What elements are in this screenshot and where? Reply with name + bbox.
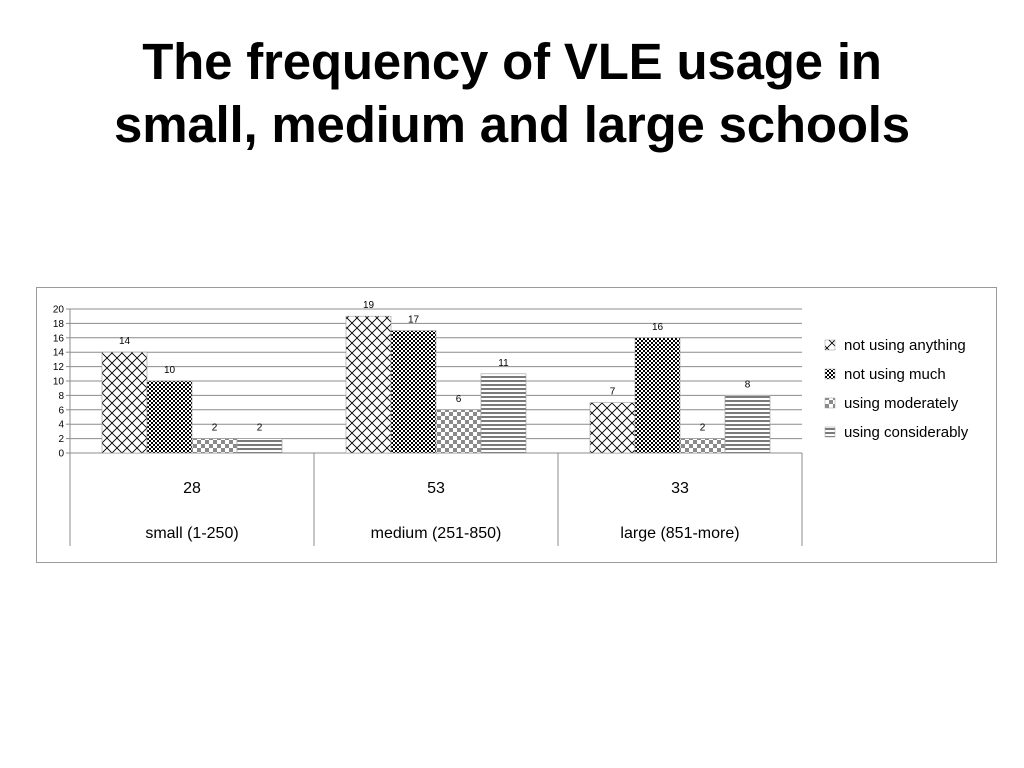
data-label: 2 bbox=[257, 423, 263, 434]
legend-swatch bbox=[824, 339, 836, 351]
category-count-label: 28 bbox=[183, 480, 201, 497]
chart-category-axis: 28 small (1-250) 53 medium (251-850) 33 large… bbox=[69, 453, 803, 546]
bar-not-using-much bbox=[146, 380, 193, 454]
category-count-label: 33 bbox=[671, 480, 689, 497]
data-label: 10 bbox=[164, 365, 176, 376]
y-tick-label: 18 bbox=[53, 319, 65, 330]
bar-not-using-anything bbox=[589, 402, 636, 454]
bar-not-using-much bbox=[390, 330, 437, 454]
bar-using-moderately bbox=[435, 409, 482, 454]
category-label: large (851-more) bbox=[620, 525, 739, 542]
data-label: 6 bbox=[456, 394, 462, 405]
chart-bars bbox=[101, 315, 771, 454]
bar-chart: 0 2 4 6 8 10 12 14 16 18 20 14 19 7 10 17 16 2 6 2 2 11 8 28 s… bbox=[53, 300, 969, 546]
y-tick-label: 10 bbox=[53, 377, 65, 388]
y-tick-label: 14 bbox=[53, 348, 65, 359]
legend-label: using moderately bbox=[844, 395, 959, 412]
chart-frame: 0 2 4 6 8 10 12 14 16 18 20 14 19 7 10 17 16 2 6 2 2 11 8 28 s… bbox=[36, 287, 997, 563]
bar-using-moderately bbox=[679, 438, 726, 454]
y-tick-label: 16 bbox=[53, 333, 65, 344]
category-label: medium (251-850) bbox=[371, 525, 502, 542]
category-label: small (1-250) bbox=[145, 525, 238, 542]
bar-not-using-much bbox=[634, 337, 681, 454]
data-label: 8 bbox=[745, 379, 751, 390]
chart-data-labels: 14 19 7 10 17 16 2 6 2 2 11 8 bbox=[119, 300, 751, 433]
legend-label: not using much bbox=[844, 366, 946, 383]
y-tick-label: 12 bbox=[53, 362, 65, 373]
bar-using-considerably bbox=[236, 438, 283, 454]
bar-using-considerably bbox=[724, 395, 771, 454]
data-label: 16 bbox=[652, 322, 664, 333]
slide-title-line-1: The frequency of VLE usage in bbox=[142, 33, 882, 90]
legend-label: not using anything bbox=[844, 337, 966, 354]
category-count-label: 53 bbox=[427, 480, 445, 497]
legend-label: using considerably bbox=[844, 424, 969, 441]
legend-swatch bbox=[824, 368, 836, 380]
data-label: 11 bbox=[498, 358, 509, 369]
data-label: 2 bbox=[212, 423, 218, 434]
y-tick-label: 8 bbox=[58, 391, 64, 402]
data-label: 2 bbox=[700, 423, 706, 434]
bar-not-using-anything bbox=[345, 315, 392, 454]
chart-legend[interactable]: not using anything not using much using mo… bbox=[824, 337, 969, 441]
bar-using-considerably bbox=[480, 373, 527, 454]
y-tick-label: 2 bbox=[58, 434, 64, 445]
y-tick-label: 0 bbox=[58, 449, 64, 460]
data-label: 19 bbox=[363, 300, 375, 311]
data-label: 17 bbox=[408, 315, 420, 326]
bar-not-using-anything bbox=[101, 351, 148, 454]
bar-using-moderately bbox=[191, 438, 238, 454]
slide-title-line-2: small, medium and large schools bbox=[114, 96, 910, 153]
y-tick-label: 6 bbox=[58, 405, 64, 416]
y-tick-label: 20 bbox=[53, 305, 65, 316]
y-tick-label: 4 bbox=[58, 420, 64, 431]
legend-swatch bbox=[824, 397, 836, 409]
slide-title: The frequency of VLE usage in small, med… bbox=[0, 30, 1024, 156]
data-label: 14 bbox=[119, 336, 131, 347]
data-label: 7 bbox=[610, 387, 616, 398]
legend-swatch bbox=[824, 426, 836, 438]
chart-axes: 0 2 4 6 8 10 12 14 16 18 20 bbox=[53, 305, 71, 460]
